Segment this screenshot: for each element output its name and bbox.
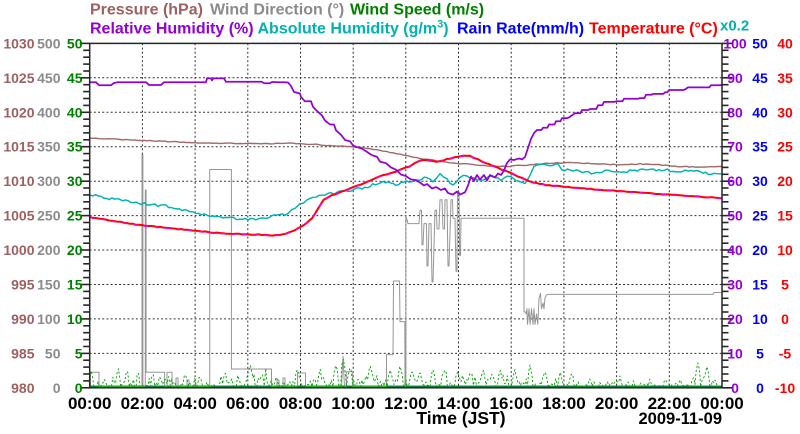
svg-text:20: 20	[67, 242, 83, 258]
svg-text:Wind Speed (m/s): Wind Speed (m/s)	[350, 2, 484, 19]
svg-text:50: 50	[727, 208, 743, 224]
svg-text:30: 30	[727, 277, 743, 293]
svg-text:250: 250	[37, 208, 61, 224]
svg-text:22:00: 22:00	[648, 394, 691, 413]
svg-text:00:00: 00:00	[700, 394, 743, 413]
svg-text:35: 35	[752, 139, 768, 155]
svg-text:10: 10	[67, 311, 83, 327]
svg-text:20: 20	[727, 311, 743, 327]
svg-text:50: 50	[45, 345, 61, 361]
svg-text:10:00: 10:00	[331, 394, 374, 413]
svg-text:12:00: 12:00	[384, 394, 427, 413]
svg-text:04:00: 04:00	[173, 394, 216, 413]
svg-text:15: 15	[752, 277, 768, 293]
svg-text:00:00: 00:00	[68, 394, 111, 413]
svg-text:Relative Humidity (%): Relative Humidity (%)	[90, 21, 254, 38]
svg-text:15: 15	[777, 208, 793, 224]
svg-text:30: 30	[752, 173, 768, 189]
svg-text:0: 0	[781, 311, 789, 327]
svg-text:1010: 1010	[3, 173, 34, 189]
svg-text:20:00: 20:00	[595, 394, 638, 413]
svg-text:0: 0	[731, 380, 739, 396]
svg-text:14:00: 14:00	[437, 394, 480, 413]
svg-text:18:00: 18:00	[542, 394, 585, 413]
svg-text:2009-11-09: 2009-11-09	[639, 410, 723, 428]
svg-text:45: 45	[67, 70, 83, 86]
svg-text:25: 25	[67, 208, 83, 224]
svg-text:25: 25	[752, 208, 768, 224]
svg-text:500: 500	[37, 35, 61, 51]
svg-text:5: 5	[75, 345, 83, 361]
svg-text:1005: 1005	[3, 208, 34, 224]
svg-text:35: 35	[67, 139, 83, 155]
svg-text:35: 35	[777, 70, 793, 86]
svg-text:400: 400	[37, 104, 61, 120]
svg-text:Pressure (hPa): Pressure (hPa)	[90, 2, 203, 19]
svg-text:Wind Direction (°): Wind Direction (°)	[210, 2, 344, 19]
svg-text:40: 40	[777, 35, 793, 51]
svg-text:50: 50	[67, 35, 83, 51]
svg-text:1000: 1000	[3, 242, 34, 258]
svg-text:02:00: 02:00	[121, 394, 164, 413]
svg-text:0: 0	[53, 380, 61, 396]
svg-text:995: 995	[11, 277, 35, 293]
svg-text:60: 60	[727, 173, 743, 189]
svg-text:40: 40	[752, 104, 768, 120]
svg-text:30: 30	[777, 104, 793, 120]
svg-text:1015: 1015	[3, 139, 34, 155]
svg-text:150: 150	[37, 277, 61, 293]
svg-text:x0.2: x0.2	[720, 18, 749, 35]
svg-text:5: 5	[756, 345, 764, 361]
svg-text:980: 980	[11, 380, 35, 396]
svg-text:300: 300	[37, 173, 61, 189]
svg-text:985: 985	[11, 345, 35, 361]
svg-text:10: 10	[752, 311, 768, 327]
svg-text:70: 70	[727, 139, 743, 155]
svg-text:20: 20	[752, 242, 768, 258]
svg-text:Absolute Humidity (g/m3): Absolute Humidity (g/m3)	[258, 19, 449, 38]
svg-text:990: 990	[11, 311, 35, 327]
svg-text:450: 450	[37, 70, 61, 86]
svg-text:50: 50	[752, 35, 768, 51]
svg-text:90: 90	[727, 70, 743, 86]
svg-text:1025: 1025	[3, 70, 34, 86]
svg-text:08:00: 08:00	[279, 394, 322, 413]
svg-text:1020: 1020	[3, 104, 34, 120]
svg-text:100: 100	[723, 35, 747, 51]
svg-text:25: 25	[777, 139, 793, 155]
svg-text:200: 200	[37, 242, 61, 258]
svg-text:80: 80	[727, 104, 743, 120]
svg-text:45: 45	[752, 70, 768, 86]
svg-text:0: 0	[756, 380, 764, 396]
svg-text:100: 100	[37, 311, 61, 327]
svg-text:15: 15	[67, 277, 83, 293]
svg-text:1030: 1030	[3, 35, 34, 51]
svg-text:10: 10	[727, 345, 743, 361]
svg-text:-10: -10	[775, 380, 795, 396]
svg-text:20: 20	[777, 173, 793, 189]
svg-text:40: 40	[727, 242, 743, 258]
svg-text:0: 0	[75, 380, 83, 396]
svg-text:06:00: 06:00	[226, 394, 269, 413]
svg-text:16:00: 16:00	[489, 394, 532, 413]
svg-text:Time (JST): Time (JST)	[416, 408, 505, 428]
svg-text:40: 40	[67, 104, 83, 120]
svg-text:-5: -5	[779, 345, 792, 361]
svg-text:10: 10	[777, 242, 793, 258]
svg-text:5: 5	[781, 277, 789, 293]
svg-text:Rain Rate(mm/h): Rain Rate(mm/h)	[457, 21, 584, 38]
svg-text:30: 30	[67, 173, 83, 189]
svg-text:350: 350	[37, 139, 61, 155]
svg-text:Temperature (°C): Temperature (°C)	[589, 21, 718, 38]
